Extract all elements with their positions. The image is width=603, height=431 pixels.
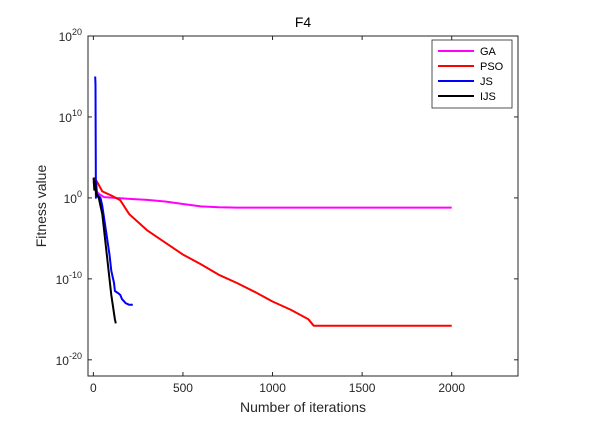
axes-box	[87, 35, 519, 377]
series-line-ga	[92, 181, 452, 209]
legend-label-js: JS	[480, 76, 493, 88]
x-tick-label: 0	[90, 381, 97, 395]
y-tick-label: 1010	[59, 108, 82, 125]
series-layer	[92, 76, 452, 327]
legend-label-ga: GA	[480, 46, 497, 58]
y-tick-base: 10	[59, 30, 73, 44]
y-tick-exponent: 20	[72, 27, 82, 37]
series-line-ijs	[92, 177, 117, 324]
chart-title: F4	[295, 14, 312, 30]
y-tick-label: 1020	[59, 27, 82, 44]
y-axis-label: Fitness value	[33, 165, 49, 248]
y-tick-exponent: -20	[69, 351, 82, 361]
y-tick-label: 10-20	[56, 351, 82, 368]
y-tick-base: 10	[56, 354, 70, 368]
legend-label-ijs: IJS	[480, 91, 496, 103]
x-tick-label: 1500	[349, 381, 376, 395]
y-tick-label: 100	[64, 189, 82, 206]
y-tick-exponent: 10	[72, 108, 82, 118]
y-tick-exponent: 0	[77, 189, 82, 199]
legend-label-pso: PSO	[480, 61, 504, 73]
series-line-pso	[92, 177, 452, 327]
x-tick-label: 500	[173, 381, 193, 395]
y-tick-exponent: -10	[69, 270, 82, 280]
y-tick-base: 10	[56, 273, 70, 287]
x-axis-label: Number of iterations	[240, 399, 366, 415]
y-tick-label: 10-10	[56, 270, 82, 287]
y-tick-base: 10	[64, 192, 78, 206]
y-tick-base: 10	[59, 111, 73, 125]
legend: GA PSO JS IJS	[431, 39, 513, 109]
x-tick-label: 2000	[438, 381, 465, 395]
x-tick-label: 1000	[259, 381, 286, 395]
